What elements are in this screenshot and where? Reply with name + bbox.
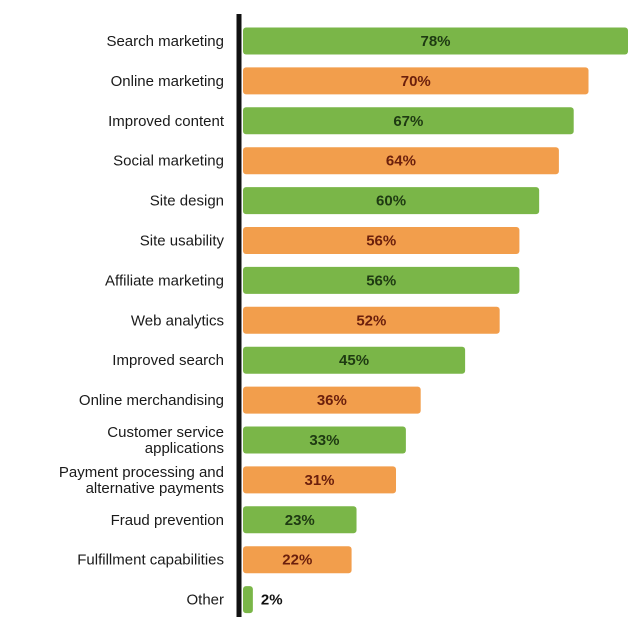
- value-label-12: 23%: [285, 512, 315, 529]
- category-label-8: Improved search: [112, 352, 224, 369]
- bar-13: [243, 546, 352, 574]
- bar-3: [243, 147, 559, 175]
- bar-14: [243, 586, 253, 614]
- category-label-1: Online marketing: [111, 73, 224, 90]
- value-label-3: 64%: [386, 153, 416, 170]
- value-label-2: 67%: [393, 113, 423, 130]
- value-label-5: 56%: [366, 233, 396, 250]
- bar-12: [243, 506, 357, 534]
- value-label-7: 52%: [356, 312, 386, 329]
- bar-7: [243, 306, 500, 334]
- value-label-13: 22%: [282, 552, 312, 569]
- category-label-0: Search marketing: [106, 33, 224, 50]
- value-label-4: 60%: [376, 193, 406, 210]
- value-label-9: 36%: [317, 392, 347, 409]
- bar-5: [243, 227, 520, 254]
- category-label-9: Online merchandising: [79, 392, 224, 409]
- bar-9: [243, 386, 421, 414]
- value-label-8: 45%: [339, 352, 369, 369]
- value-label-6: 56%: [366, 272, 396, 289]
- category-label-4: Site design: [150, 193, 224, 210]
- value-label-10: 33%: [309, 432, 339, 449]
- category-label-11: Payment processing and alternative paymen…: [59, 464, 224, 497]
- bar-6: [243, 266, 520, 294]
- category-label-12: Fraud prevention: [111, 512, 224, 529]
- value-label-0: 78%: [420, 33, 450, 50]
- bar-8: [243, 346, 466, 374]
- bar-2: [243, 107, 574, 135]
- category-label-2: Improved content: [108, 113, 225, 130]
- bar-10: [243, 426, 406, 454]
- category-label-3: Social marketing: [113, 153, 224, 170]
- category-label-5: Site usability: [140, 233, 225, 250]
- bar-0: [243, 27, 628, 55]
- bar-11: [243, 466, 397, 494]
- value-label-11: 31%: [304, 472, 334, 489]
- category-label-14: Other: [186, 592, 224, 609]
- bar-4: [243, 187, 540, 215]
- category-label-7: Web analytics: [131, 312, 224, 329]
- category-label-13: Fulfillment capabilities: [77, 552, 224, 569]
- bar-1: [243, 67, 589, 95]
- value-label-1: 70%: [401, 73, 431, 90]
- category-label-10: Customer service applications: [107, 424, 224, 457]
- value-label-14: 2%: [261, 592, 283, 609]
- category-label-6: Affiliate marketing: [105, 272, 224, 289]
